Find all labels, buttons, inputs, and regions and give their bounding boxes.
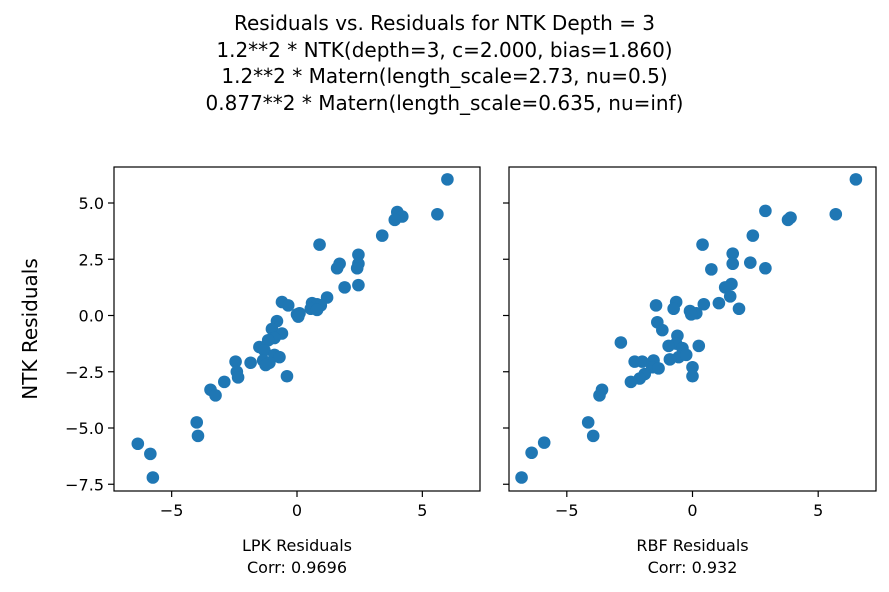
rbf-point — [697, 297, 711, 311]
rbf-point — [744, 256, 757, 269]
lpk-y-tick-label: −2.5 — [65, 363, 104, 382]
rbf-point — [525, 446, 538, 460]
lpk-point — [144, 447, 157, 461]
rbf-point — [726, 247, 740, 260]
lpk-point — [310, 303, 324, 317]
rbf-point — [662, 339, 675, 353]
title-line-3: 1.2**2 * Matern(length_scale=2.73, nu=0.… — [221, 64, 668, 88]
rbf-point — [829, 207, 843, 221]
lpk-point — [375, 229, 389, 242]
lpk-point — [218, 375, 231, 389]
rbf-x-axis-label: RBF Residuals — [636, 536, 748, 555]
rbf-point — [663, 353, 677, 366]
lpk-y-tick-label: −5.0 — [65, 419, 104, 438]
lpk-y-tick-label: 5.0 — [79, 194, 104, 213]
lpk-point — [244, 356, 257, 370]
lpk-point — [231, 371, 245, 384]
rbf-point — [652, 362, 665, 375]
lpk-point — [291, 310, 305, 323]
rbf-point — [686, 360, 699, 374]
rbf-point — [649, 299, 663, 312]
lpk-y-tick-label: 0.0 — [79, 307, 104, 326]
lpk-point — [431, 207, 444, 221]
lpk-point — [258, 344, 271, 357]
rbf-point — [759, 261, 772, 275]
rbf-point — [515, 471, 528, 484]
lpk-x-tick-label: −5 — [160, 501, 184, 520]
rbf-point — [686, 369, 699, 383]
lpk-point — [350, 261, 364, 275]
lpk-point — [259, 358, 272, 372]
title-line-4: 0.877**2 * Matern(length_scale=0.635, nu… — [205, 90, 684, 115]
lpk-x-tick-label: 0 — [292, 501, 302, 520]
lpk-point — [441, 173, 454, 186]
lpk-point — [273, 350, 286, 364]
rbf-x-tick-label: 5 — [813, 501, 823, 520]
rbf-x-tick-label: −5 — [555, 501, 579, 520]
lpk-panel: −5 0 5 −7.5 −5.0 −2.5 0.0 2.5 5.0 LPK Residuals Co… — [65, 166, 481, 577]
rbf-point — [581, 416, 595, 429]
lpk-point — [352, 278, 365, 292]
lpk-point — [313, 238, 326, 251]
rbf-point — [746, 229, 760, 242]
rbf-point — [849, 173, 863, 186]
y-axis-label: NTK Residuals — [18, 258, 42, 400]
title-line-1: Residuals vs. Residuals for NTK Depth = … — [233, 11, 656, 35]
rbf-point — [684, 308, 698, 321]
lpk-point — [281, 299, 295, 312]
lpk-x-tick-label: 5 — [417, 501, 427, 520]
rbf-point — [679, 348, 693, 362]
lpk-point — [352, 248, 365, 262]
lpk-point — [229, 355, 242, 368]
rbf-axes-frame — [508, 166, 877, 492]
lpk-point — [146, 471, 160, 484]
rbf-point — [726, 257, 740, 271]
rbf-point — [723, 290, 737, 303]
lpk-x-axis-label: LPK Residuals — [242, 536, 352, 555]
rbf-point — [732, 302, 746, 316]
rbf-point — [635, 355, 649, 368]
lpk-correlation-label: Corr: 0.9696 — [247, 558, 347, 577]
rbf-point — [624, 375, 638, 389]
lpk-point — [261, 333, 275, 347]
rbf-panel: −5 0 5 RBF Residuals Corr: 0.932 — [503, 166, 877, 577]
rbf-point — [696, 238, 709, 251]
title-line-2: 1.2**2 * NTK(depth=3, c=2.000, bias=1.86… — [216, 37, 673, 62]
rbf-point — [614, 336, 628, 349]
rbf-point — [781, 213, 795, 227]
lpk-point — [330, 261, 344, 275]
rbf-point — [712, 296, 726, 310]
lpk-point — [280, 369, 294, 383]
rbf-point — [692, 339, 706, 353]
rbf-point — [705, 263, 718, 276]
lpk-point — [388, 213, 402, 227]
rbf-point — [759, 204, 772, 218]
lpk-point — [131, 437, 145, 451]
lpk-point — [209, 389, 222, 402]
rbf-point — [667, 302, 680, 316]
rbf-point — [656, 323, 669, 337]
lpk-point — [191, 429, 205, 443]
lpk-axes-frame — [113, 166, 481, 492]
lpk-point — [190, 416, 204, 429]
lpk-y-tick-label: −7.5 — [65, 475, 104, 494]
rbf-x-tick-label: 0 — [687, 501, 697, 520]
rbf-point — [586, 429, 600, 443]
rbf-point — [537, 436, 551, 449]
chart-title: Residuals vs. Residuals for NTK Depth = … — [0, 10, 889, 116]
rbf-point — [593, 389, 606, 402]
lpk-point — [338, 281, 351, 294]
rbf-correlation-label: Corr: 0.932 — [648, 558, 738, 577]
lpk-y-tick-label: 2.5 — [79, 250, 104, 269]
